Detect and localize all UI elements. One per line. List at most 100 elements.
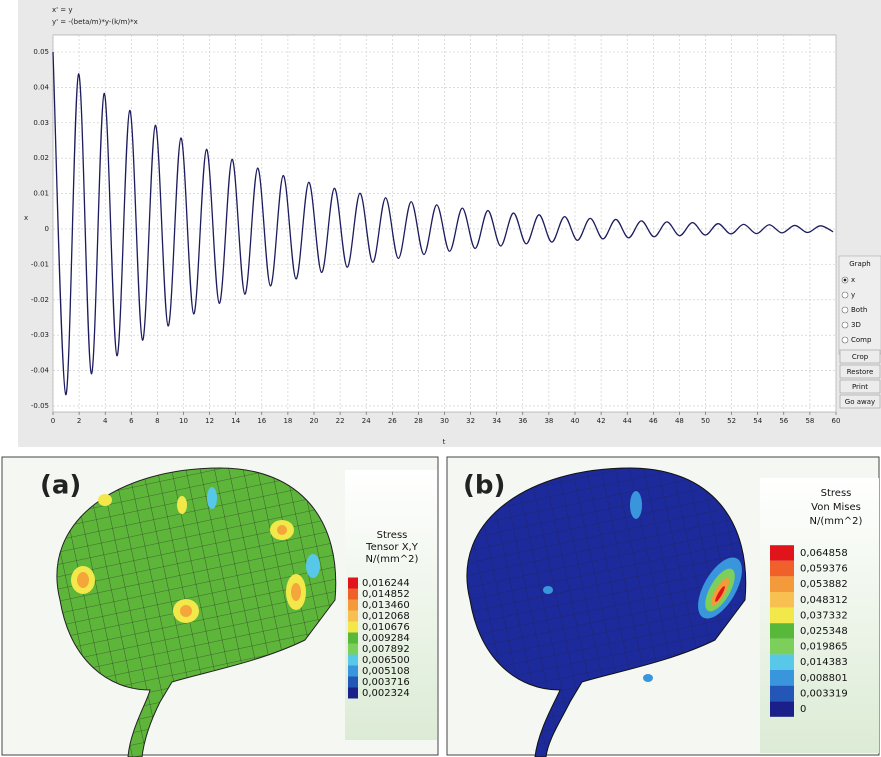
legend-swatch	[770, 608, 794, 624]
legend-swatch	[348, 666, 358, 677]
panel-label: (a)	[40, 471, 81, 501]
x-tick-label: 18	[283, 417, 292, 425]
legend-swatch	[770, 670, 794, 686]
x-tick-label: 30	[440, 417, 449, 425]
legend-swatch	[770, 545, 794, 561]
y-axis-label: x	[24, 214, 28, 222]
x-tick-label: 6	[129, 417, 134, 425]
legend-swatch	[770, 701, 794, 717]
x-tick-label: 52	[727, 417, 736, 425]
radio-button[interactable]	[842, 292, 848, 298]
legend-swatch	[770, 654, 794, 670]
legend-value: 0,005108	[362, 666, 410, 677]
button-label[interactable]: Go away	[845, 398, 875, 406]
x-tick-label: 42	[597, 417, 606, 425]
legend-swatch	[770, 623, 794, 639]
button-label[interactable]: Print	[852, 383, 868, 391]
legend-title: Stress	[821, 488, 852, 499]
x-tick-label: 22	[336, 417, 345, 425]
x-tick-label: 28	[414, 417, 423, 425]
x-tick-label: 56	[779, 417, 788, 425]
x-axis-label: t	[443, 438, 446, 446]
button[interactable]: Restore	[840, 365, 880, 378]
legend-title: N/(mm^2)	[366, 554, 419, 565]
x-tick-label: 46	[649, 417, 658, 425]
legend-swatch	[770, 592, 794, 608]
x-tick-label: 4	[103, 417, 108, 425]
legend-swatch	[770, 576, 794, 592]
x-tick-label: 54	[753, 417, 762, 425]
x-tick-label: 16	[257, 417, 266, 425]
y-tick-label: 0.04	[33, 83, 49, 91]
legend-title: Von Mises	[811, 502, 861, 513]
equation: y' = -(beta/m)*y-(k/m)*x	[52, 18, 138, 26]
panel-b: StressVon MisesN/(mm^2)0,0648580,0593760…	[447, 457, 879, 757]
legend-value: 0,053882	[800, 579, 848, 590]
legend-value: 0,002324	[362, 688, 410, 699]
radio-label[interactable]: Comp	[851, 336, 872, 344]
button[interactable]: Go away	[840, 395, 880, 408]
x-tick-label: 40	[571, 417, 580, 425]
x-tick-label: 48	[675, 417, 684, 425]
x-tick-label: 44	[623, 417, 632, 425]
y-tick-label: -0.03	[31, 331, 49, 339]
radio-label[interactable]: x	[851, 276, 855, 284]
legend-value: 0,003716	[362, 677, 410, 688]
radio-option[interactable]: Comp	[842, 336, 872, 344]
x-tick-label: 58	[805, 417, 814, 425]
legend-swatch	[348, 622, 358, 633]
radio-label[interactable]: 3D	[851, 321, 861, 329]
y-tick-label: -0.01	[31, 260, 49, 268]
legend-title: N/(mm^2)	[810, 516, 863, 527]
button-label[interactable]: Crop	[852, 353, 869, 361]
legend-value: 0,048312	[800, 595, 848, 606]
x-tick-label: 34	[492, 417, 501, 425]
legend-swatch	[348, 611, 358, 622]
x-tick-label: 8	[155, 417, 159, 425]
legend-title: Stress	[377, 530, 408, 541]
legend-value: 0,037332	[800, 610, 848, 621]
legend-value: 0,006500	[362, 655, 410, 666]
legend-swatch	[348, 644, 358, 655]
control-title: Graph	[849, 260, 870, 268]
x-tick-label: 60	[832, 417, 841, 425]
y-tick-label: 0.02	[33, 154, 49, 162]
radio-option[interactable]: 3D	[842, 321, 861, 329]
figure: -0.05-0.04-0.03-0.02-0.0100.010.020.030.…	[0, 0, 881, 757]
x-tick-label: 0	[51, 417, 55, 425]
radio-button[interactable]	[842, 322, 848, 328]
button[interactable]: Crop	[840, 350, 880, 363]
legend-value: 0,025348	[800, 626, 848, 637]
radio-label[interactable]: y	[851, 291, 855, 299]
radio-button[interactable]	[842, 307, 848, 313]
button-label[interactable]: Restore	[847, 368, 874, 376]
legend-swatch	[348, 677, 358, 688]
x-tick-label: 24	[362, 417, 371, 425]
y-tick-label: -0.02	[31, 296, 49, 304]
x-tick-label: 32	[466, 417, 475, 425]
legend-value: 0,012068	[362, 611, 410, 622]
legend-value: 0,059376	[800, 564, 848, 575]
x-tick-label: 38	[544, 417, 553, 425]
equation: x' = y	[52, 6, 73, 14]
x-tick-label: 26	[388, 417, 397, 425]
radio-label[interactable]: Both	[851, 306, 867, 314]
radio-dot[interactable]	[844, 279, 847, 282]
legend-value: 0,013460	[362, 600, 410, 611]
radio-option[interactable]: Both	[842, 306, 867, 314]
y-tick-label: 0.01	[33, 190, 49, 198]
panel-label: (b)	[463, 471, 505, 501]
legend-value: 0,010676	[362, 622, 410, 633]
x-tick-label: 10	[179, 417, 188, 425]
legend-value: 0,014852	[362, 589, 410, 600]
legend-value: 0,003319	[800, 688, 848, 699]
radio-button[interactable]	[842, 337, 848, 343]
legend-value: 0,009284	[362, 633, 410, 644]
control-panel: Graph xy Both 3D Comp	[839, 256, 881, 354]
legend-swatch	[348, 655, 358, 666]
legend-value: 0,014383	[800, 657, 848, 668]
y-tick-label: 0	[45, 225, 49, 233]
y-tick-label: 0.03	[33, 119, 49, 127]
button[interactable]: Print	[840, 380, 880, 393]
